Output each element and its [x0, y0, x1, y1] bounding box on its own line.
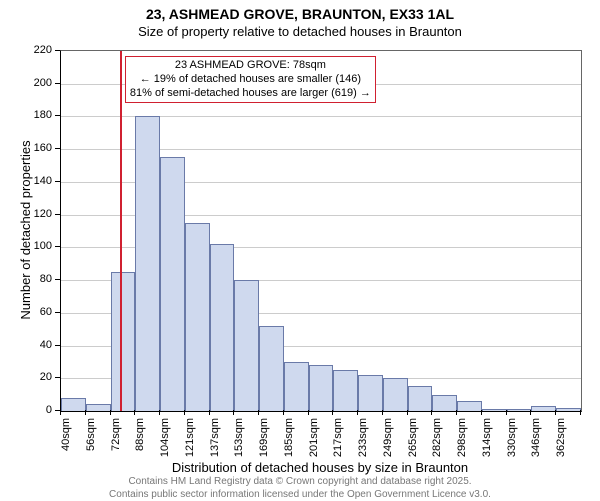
histogram-bar	[531, 406, 556, 411]
annotation-line: ← 19% of detached houses are smaller (14…	[130, 73, 371, 87]
x-tick	[332, 410, 333, 415]
y-tick	[55, 83, 60, 84]
annotation-line: 81% of semi-detached houses are larger (…	[130, 87, 371, 101]
y-tick	[55, 115, 60, 116]
histogram-bar	[358, 375, 383, 411]
x-tick	[357, 410, 358, 415]
y-tick	[55, 214, 60, 215]
x-tick	[506, 410, 507, 415]
x-tick	[60, 410, 61, 415]
y-tick-label: 40	[22, 339, 52, 351]
histogram-bar	[408, 386, 433, 411]
histogram-bar	[383, 378, 408, 411]
histogram-bar	[86, 404, 111, 411]
attribution: Contains HM Land Registry data © Crown c…	[0, 476, 600, 501]
x-tick	[555, 410, 556, 415]
histogram-bar	[135, 116, 160, 411]
x-tick	[530, 410, 531, 415]
histogram-bar	[259, 326, 284, 411]
histogram-bar	[556, 408, 581, 411]
marker-line	[120, 51, 122, 411]
plot-area	[60, 50, 582, 412]
y-tick-label: 220	[22, 44, 52, 56]
x-tick	[407, 410, 408, 415]
histogram-bar	[507, 409, 532, 411]
y-tick	[55, 148, 60, 149]
histogram-bar	[457, 401, 482, 411]
x-tick	[456, 410, 457, 415]
annotation-box: 23 ASHMEAD GROVE: 78sqm← 19% of detached…	[125, 56, 376, 103]
x-tick	[85, 410, 86, 415]
x-tick	[580, 410, 581, 415]
histogram-bar	[61, 398, 86, 411]
x-tick	[233, 410, 234, 415]
x-tick	[159, 410, 160, 415]
x-tick	[481, 410, 482, 415]
histogram-bar	[309, 365, 334, 411]
histogram-bar	[432, 395, 457, 411]
y-tick-label: 20	[22, 371, 52, 383]
x-tick	[283, 410, 284, 415]
chart-subtitle: Size of property relative to detached ho…	[0, 24, 600, 39]
y-tick-label: 200	[22, 77, 52, 89]
x-tick	[184, 410, 185, 415]
chart-title: 23, ASHMEAD GROVE, BRAUNTON, EX33 1AL	[0, 6, 600, 22]
x-tick	[209, 410, 210, 415]
x-tick	[258, 410, 259, 415]
histogram-bar	[234, 280, 259, 411]
histogram-bar	[111, 272, 136, 411]
y-tick	[55, 181, 60, 182]
x-tick	[110, 410, 111, 415]
x-tick	[308, 410, 309, 415]
y-tick	[55, 377, 60, 378]
histogram-bar	[185, 223, 210, 411]
annotation-line: 23 ASHMEAD GROVE: 78sqm	[130, 59, 371, 73]
x-axis-title: Distribution of detached houses by size …	[60, 460, 580, 475]
x-tick	[382, 410, 383, 415]
histogram-bar	[333, 370, 358, 411]
histogram-bar	[160, 157, 185, 411]
histogram-bar	[210, 244, 235, 411]
y-axis-title: Number of detached properties	[18, 120, 33, 340]
histogram-bar	[482, 409, 507, 411]
y-tick	[55, 279, 60, 280]
y-tick	[55, 312, 60, 313]
y-tick-label: 0	[22, 404, 52, 416]
x-tick	[431, 410, 432, 415]
y-tick	[55, 345, 60, 346]
histogram-bar	[284, 362, 309, 411]
y-tick	[55, 50, 60, 51]
y-tick	[55, 246, 60, 247]
x-tick	[134, 410, 135, 415]
